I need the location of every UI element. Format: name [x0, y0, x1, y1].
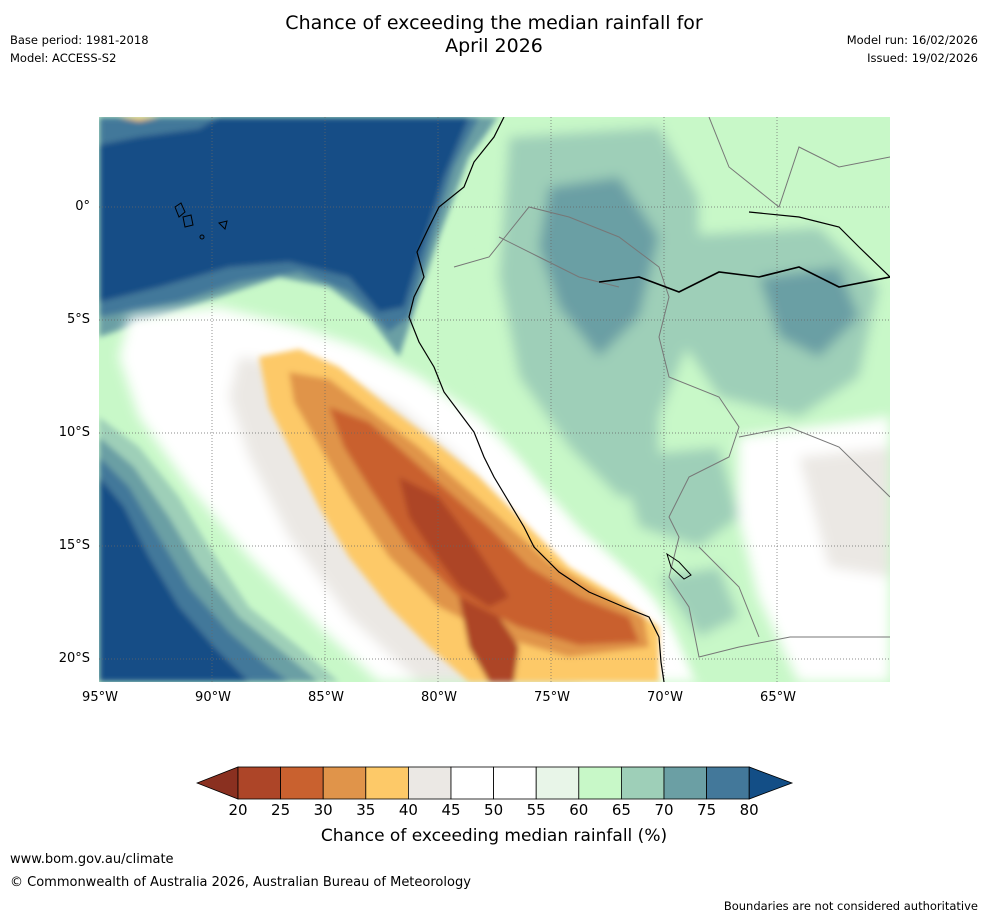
model-name: Model: ACCESS-S2: [10, 51, 117, 65]
lat-label-15s: 15°S: [58, 538, 90, 553]
title-line-1: Chance of exceeding the median rainfall …: [285, 12, 703, 34]
base-period: Base period: 1981-2018: [10, 33, 149, 47]
lat-label-5s: 5°S: [66, 312, 90, 327]
rainfall-map: [99, 117, 890, 682]
colorbar-tick: 60: [569, 801, 589, 819]
model-run-date: Model run: 16/02/2026: [846, 33, 978, 47]
colorbar-tick: 70: [654, 801, 674, 819]
lon-label-95w: 95°W: [82, 690, 118, 705]
colorbar-label: Chance of exceeding median rainfall (%): [320, 826, 668, 846]
copyright-notice: © Commonwealth of Australia 2026, Austra…: [10, 875, 471, 890]
issued-date: Issued: 19/02/2026: [867, 51, 978, 65]
colorbar-swatch-45-50: [450, 766, 494, 800]
lon-label-65w: 65°W: [760, 690, 796, 705]
colorbar-tick: 45: [441, 801, 461, 819]
boundaries-disclaimer: Boundaries are not considered authoritat…: [723, 899, 978, 913]
lake-titicaca: [666, 552, 692, 580]
colorbar-swatch-50-55: [493, 766, 537, 800]
colorbar-swatch-25-30: [280, 766, 324, 800]
colorbar-swatch-60-65: [578, 766, 622, 800]
colorbar-tick: 75: [697, 801, 717, 819]
lon-label-90w: 90°W: [195, 690, 231, 705]
colorbar-swatch-55-60: [535, 766, 580, 800]
amazon-river: [598, 266, 890, 293]
negro-river: [748, 211, 890, 278]
galapagos-islands: [174, 202, 228, 240]
ocean-high-chance-zone-south: [99, 477, 249, 682]
colorbar-swatch-75-80: [706, 766, 750, 800]
lon-label-80w: 80°W: [421, 690, 457, 705]
colorbar-tick: 50: [484, 801, 504, 819]
colorbar-swatch-below-20: [196, 766, 239, 800]
ocean-high-chance-zone: [99, 117, 469, 312]
title-line-2: April 2026: [445, 35, 543, 57]
colorbar-swatch-above-80: [748, 766, 794, 800]
colorbar-tick: 35: [356, 801, 376, 819]
lat-label-20s: 20°S: [58, 651, 90, 666]
page-title: Chance of exceeding the median rainfall …: [194, 12, 794, 58]
lat-label-10s: 10°S: [58, 425, 90, 440]
lon-label-70w: 70°W: [647, 690, 683, 705]
bom-website-link[interactable]: www.bom.gov.au/climate: [10, 852, 174, 867]
lon-label-85w: 85°W: [308, 690, 344, 705]
dry-anomaly-streak: [259, 349, 659, 682]
colorbar-swatch-35-40: [365, 766, 409, 800]
country-borders: [453, 117, 890, 658]
lat-label-0: 0°: [75, 199, 90, 214]
colorbar-swatch-20-25: [237, 766, 281, 800]
graticule: [99, 117, 890, 682]
colorbar-tick: 80: [739, 801, 759, 819]
colorbar-swatch-65-70: [620, 766, 665, 800]
colorbar-tick: 30: [313, 801, 333, 819]
lon-label-75w: 75°W: [534, 690, 570, 705]
colorbar-tick: 20: [228, 801, 248, 819]
colorbar-tick: 40: [398, 801, 418, 819]
colorbar-tick: 55: [526, 801, 546, 819]
colorbar-swatch-70-75: [663, 766, 707, 800]
colorbar-swatch-30-35: [322, 766, 367, 800]
colorbar-tick: 65: [611, 801, 631, 819]
colorbar-tick: 25: [271, 801, 291, 819]
colorbar: [196, 766, 794, 800]
colorbar-swatch-40-45: [407, 766, 452, 800]
coastline: [408, 117, 665, 682]
